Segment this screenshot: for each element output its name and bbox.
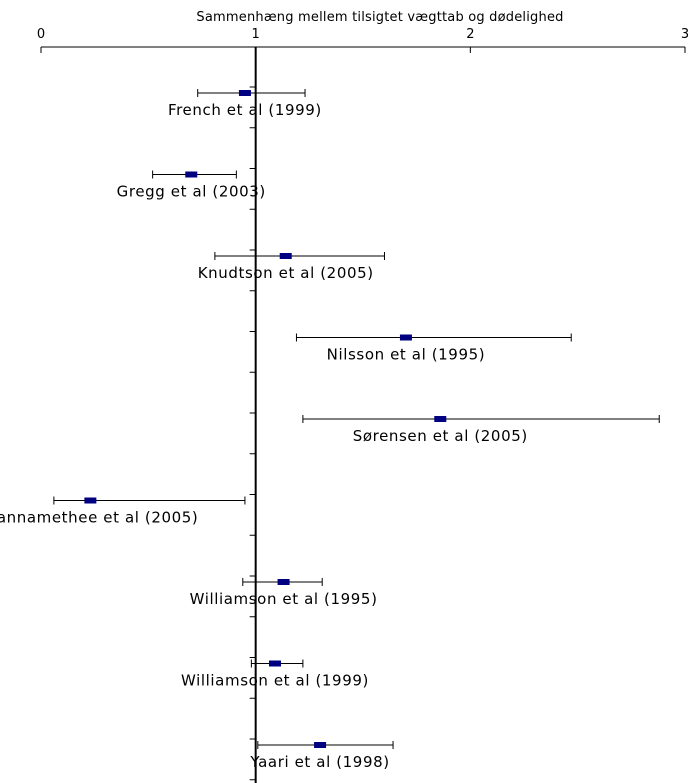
- chart-title: Sammenhæng mellem tilsigtet vægttab og d…: [196, 10, 563, 25]
- point-estimate: [238, 90, 251, 96]
- study-label: Sørensen et al (2005): [353, 427, 528, 445]
- study-rows: French et al (1999) Gregg et al (2003) Knu…: [0, 89, 660, 771]
- study-row: Williamson et al (1995): [190, 578, 378, 608]
- study-row: French et al (1999): [168, 89, 322, 119]
- study-label: Williamson et al (1995): [190, 590, 378, 608]
- study-label: Williamson et al (1999): [181, 672, 369, 690]
- study-label: Knudtson et al (2005): [198, 264, 374, 282]
- point-estimate: [314, 742, 327, 748]
- study-row: Knudtson et al (2005): [198, 252, 385, 282]
- study-row: Williamson et al (1999): [181, 659, 369, 690]
- x-axis-tick-label: 3: [681, 27, 689, 42]
- study-row: Sørensen et al (2005): [302, 415, 660, 445]
- point-estimate: [277, 579, 290, 585]
- point-estimate: [84, 497, 97, 504]
- x-axis-tick-label: 1: [252, 27, 260, 42]
- point-estimate: [268, 660, 281, 667]
- point-estimate: [434, 416, 447, 422]
- study-label: Gregg et al (2003): [117, 183, 266, 201]
- study-label: French et al (1999): [168, 101, 322, 119]
- study-row: Nilsson et al (1995): [295, 333, 572, 364]
- point-estimate: [185, 171, 198, 178]
- study-label: Nilsson et al (1995): [327, 346, 486, 364]
- x-axis-tick-label: 2: [466, 27, 474, 42]
- point-estimate: [279, 253, 292, 259]
- study-label: Wannamethee et al (2005): [0, 509, 198, 527]
- study-row: Gregg et al (2003): [117, 170, 266, 201]
- study-row: Wannamethee et al (2005): [0, 496, 246, 527]
- point-estimate: [399, 334, 412, 341]
- x-axis: 0 1 2 3: [37, 27, 689, 783]
- x-axis-tick-label: 0: [37, 27, 45, 42]
- study-label: Yaari et al (1998): [249, 753, 389, 771]
- study-row: Yaari et al (1998): [249, 741, 394, 771]
